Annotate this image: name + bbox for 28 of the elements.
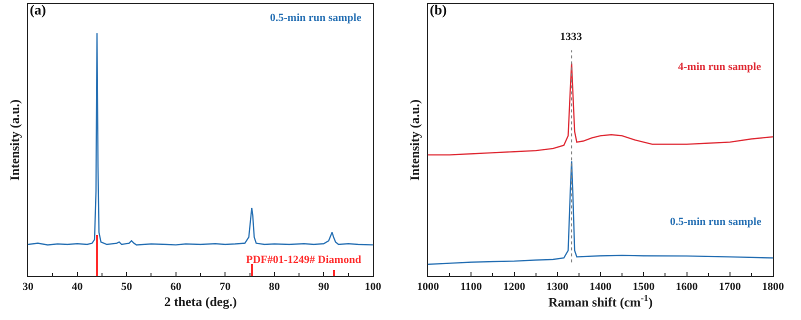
- ref-line-label: 1333: [560, 31, 582, 43]
- x-tick-label: 70: [220, 281, 232, 294]
- text: 0.5-min run sample: [270, 12, 362, 24]
- text: 0.5-min run sample: [670, 216, 762, 228]
- x-tick-label: 1000: [417, 281, 440, 294]
- x-tick-label: 1100: [460, 281, 482, 294]
- x-tick-label: 1500: [632, 281, 656, 294]
- series-label: PDF#01-1249# Diamond: [246, 254, 362, 266]
- x-tick-label: 60: [170, 281, 182, 294]
- x-tick-label: 40: [72, 281, 84, 294]
- x-tick-label: 90: [318, 281, 330, 294]
- x-axis-title: Raman shift (cm$^{-1}$): [548, 293, 653, 310]
- x-tick-label: 1200: [503, 281, 526, 294]
- x-tick-label: 50: [121, 281, 133, 294]
- chart-title: (a): [30, 4, 46, 19]
- x-tick-label: 1300: [546, 281, 569, 294]
- x-tick-label: 1400: [590, 281, 612, 294]
- x-tick-label: 30: [22, 281, 34, 294]
- y-axis-title: Intensity (a.u.): [6, 99, 22, 181]
- x-tick-label: 100: [364, 281, 382, 294]
- text: 4-min run sample: [678, 61, 762, 73]
- x-axis-title: 2 theta (deg.): [164, 294, 237, 309]
- chart-title: (b): [430, 4, 448, 19]
- x-tick-label: 1700: [718, 281, 742, 294]
- y-axis-title: Intensity (a.u.): [406, 99, 422, 181]
- x-tick-label: 1800: [762, 281, 784, 294]
- x-tick-label: 80: [268, 281, 280, 294]
- x-tick-label: 1600: [676, 281, 698, 294]
